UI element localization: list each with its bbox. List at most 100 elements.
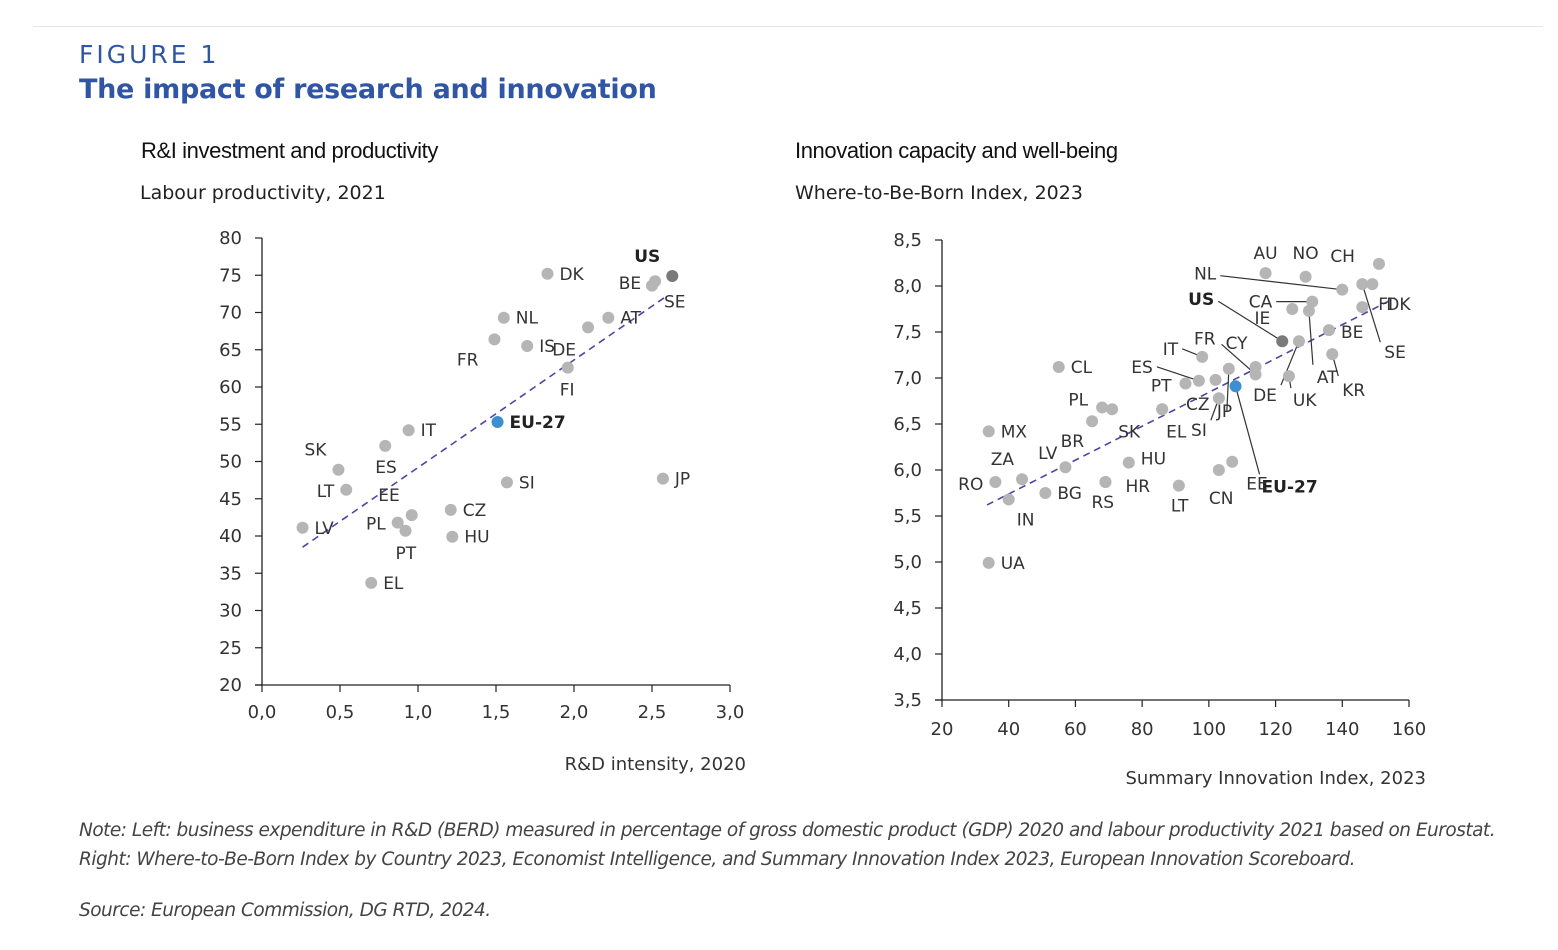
y-tick-label: 35 (219, 563, 242, 584)
data-point-dk (541, 267, 554, 280)
data-label-au: AU (1254, 244, 1278, 264)
data-point-ca (1306, 295, 1319, 308)
data-point-bg (1039, 487, 1052, 499)
x-tick-label: 80 (1131, 719, 1154, 740)
x-tick-label: 1,5 (482, 702, 511, 723)
data-label-jp: JP (1216, 402, 1232, 422)
data-label-mx: MX (1001, 422, 1028, 442)
data-point-mx (982, 425, 995, 438)
data-label-cz: CZ (463, 501, 487, 521)
leader-line (1361, 283, 1381, 343)
data-label-pl: PL (366, 515, 386, 535)
data-point-lt (1172, 479, 1185, 492)
top-divider (33, 26, 1543, 27)
data-label-es: ES (1131, 358, 1153, 378)
trend-line (986, 297, 1396, 506)
data-label-za: ZA (991, 450, 1015, 470)
data-label-cz: CZ (1186, 395, 1210, 415)
data-point-no (1299, 270, 1312, 283)
figure-title: The impact of research and innovation (79, 74, 657, 105)
data-point-au (1259, 267, 1272, 280)
data-point-br (1086, 415, 1099, 428)
y-tick-label: 65 (219, 340, 242, 361)
right-chart-ylabel: Where-to-Be-Born Index, 2023 (795, 182, 1083, 204)
data-label-eu-27: EU-27 (510, 413, 566, 433)
x-tick-label: 120 (1258, 719, 1292, 740)
y-tick-label: 30 (219, 601, 242, 622)
leader-line (1156, 366, 1200, 382)
data-point-hu (1122, 456, 1135, 469)
data-point-se (646, 279, 658, 292)
y-tick-label: 5,0 (893, 552, 922, 573)
data-label-bg: BG (1057, 484, 1082, 504)
data-label-sk: SK (304, 441, 327, 461)
x-tick-label: 1,0 (404, 702, 433, 723)
data-label-de: DE (552, 340, 576, 360)
y-tick-label: 6,0 (893, 460, 922, 481)
data-label-fi: FI (560, 381, 575, 401)
leader-line (1221, 343, 1256, 375)
data-label-fi: FI (1378, 295, 1393, 315)
y-tick-label: 4,5 (893, 598, 922, 619)
data-point-ch (1372, 257, 1385, 270)
data-label-dk: DK (1386, 295, 1411, 315)
y-tick-label: 8,5 (893, 230, 922, 251)
data-label-sk: SK (1118, 422, 1141, 442)
data-label-ca: CA (1249, 293, 1273, 313)
data-label-cl: CL (1071, 358, 1093, 378)
left-chart-ylabel: Labour productivity, 2021 (140, 182, 386, 204)
y-tick-label: 40 (219, 526, 242, 547)
data-label-se: SE (664, 293, 686, 313)
right-scatter-chart: 3,5 4,0 4,5 5,0 5,5 6,0 6,5 7,0 7,5 8,0 8,5 20 40 60 8… (893, 230, 1426, 789)
y-tick-label: 7,5 (893, 322, 922, 343)
y-tick-label: 55 (219, 414, 242, 435)
data-point-se (1356, 278, 1369, 291)
data-label-ua: UA (1001, 554, 1025, 574)
data-label-at: AT (620, 309, 641, 329)
data-label-lv: LV (315, 519, 335, 539)
data-point-hr (1099, 475, 1112, 488)
data-point-nl (497, 311, 510, 324)
data-point-si (1212, 392, 1225, 405)
x-tick-label: 160 (1392, 719, 1426, 740)
data-point-jp (1222, 362, 1235, 375)
x-tick-label: 0,5 (326, 702, 355, 723)
data-point-pl (391, 516, 404, 529)
data-point-fi (561, 361, 574, 374)
data-label-si: SI (519, 473, 535, 493)
leader-line (1308, 310, 1314, 365)
data-point-ee (1226, 455, 1239, 468)
data-point-us (666, 269, 679, 282)
data-label-rs: RS (1091, 493, 1114, 513)
data-point-de (1292, 335, 1305, 348)
y-tick-label: 8,0 (893, 276, 922, 297)
data-point-es (379, 439, 392, 452)
data-point-el (365, 576, 378, 589)
data-point-el (1156, 403, 1169, 416)
data-point-kr (1326, 348, 1339, 361)
data-label-it: IT (421, 421, 437, 441)
data-label-nl: NL (1194, 265, 1217, 285)
data-label-us: US (1188, 290, 1214, 310)
data-label-is: IS (539, 337, 555, 357)
data-point-is (521, 340, 534, 353)
y-tick-label: 7,0 (893, 368, 922, 389)
data-point-fi (1356, 301, 1369, 314)
data-label-ch: CH (1330, 247, 1355, 267)
data-label-it: IT (1163, 340, 1179, 360)
data-point-fr (488, 333, 501, 346)
x-tick-label: 3,0 (716, 702, 745, 723)
data-label-ee: EE (378, 486, 399, 506)
y-tick-label: 50 (219, 452, 242, 473)
figure-source: Source: European Commission, DG RTD, 202… (79, 900, 491, 921)
data-label-dk: DK (559, 265, 584, 285)
data-point-si (500, 476, 513, 489)
data-label-hu: HU (464, 528, 489, 548)
data-point-pl (1096, 401, 1109, 414)
data-label-pt: PT (396, 544, 417, 564)
data-point-eu-27 (1229, 380, 1242, 393)
data-label-se: SE (1384, 343, 1406, 363)
data-label-es: ES (375, 458, 397, 478)
x-tick-label: 20 (931, 719, 954, 740)
y-tick-label: 6,5 (893, 414, 922, 435)
